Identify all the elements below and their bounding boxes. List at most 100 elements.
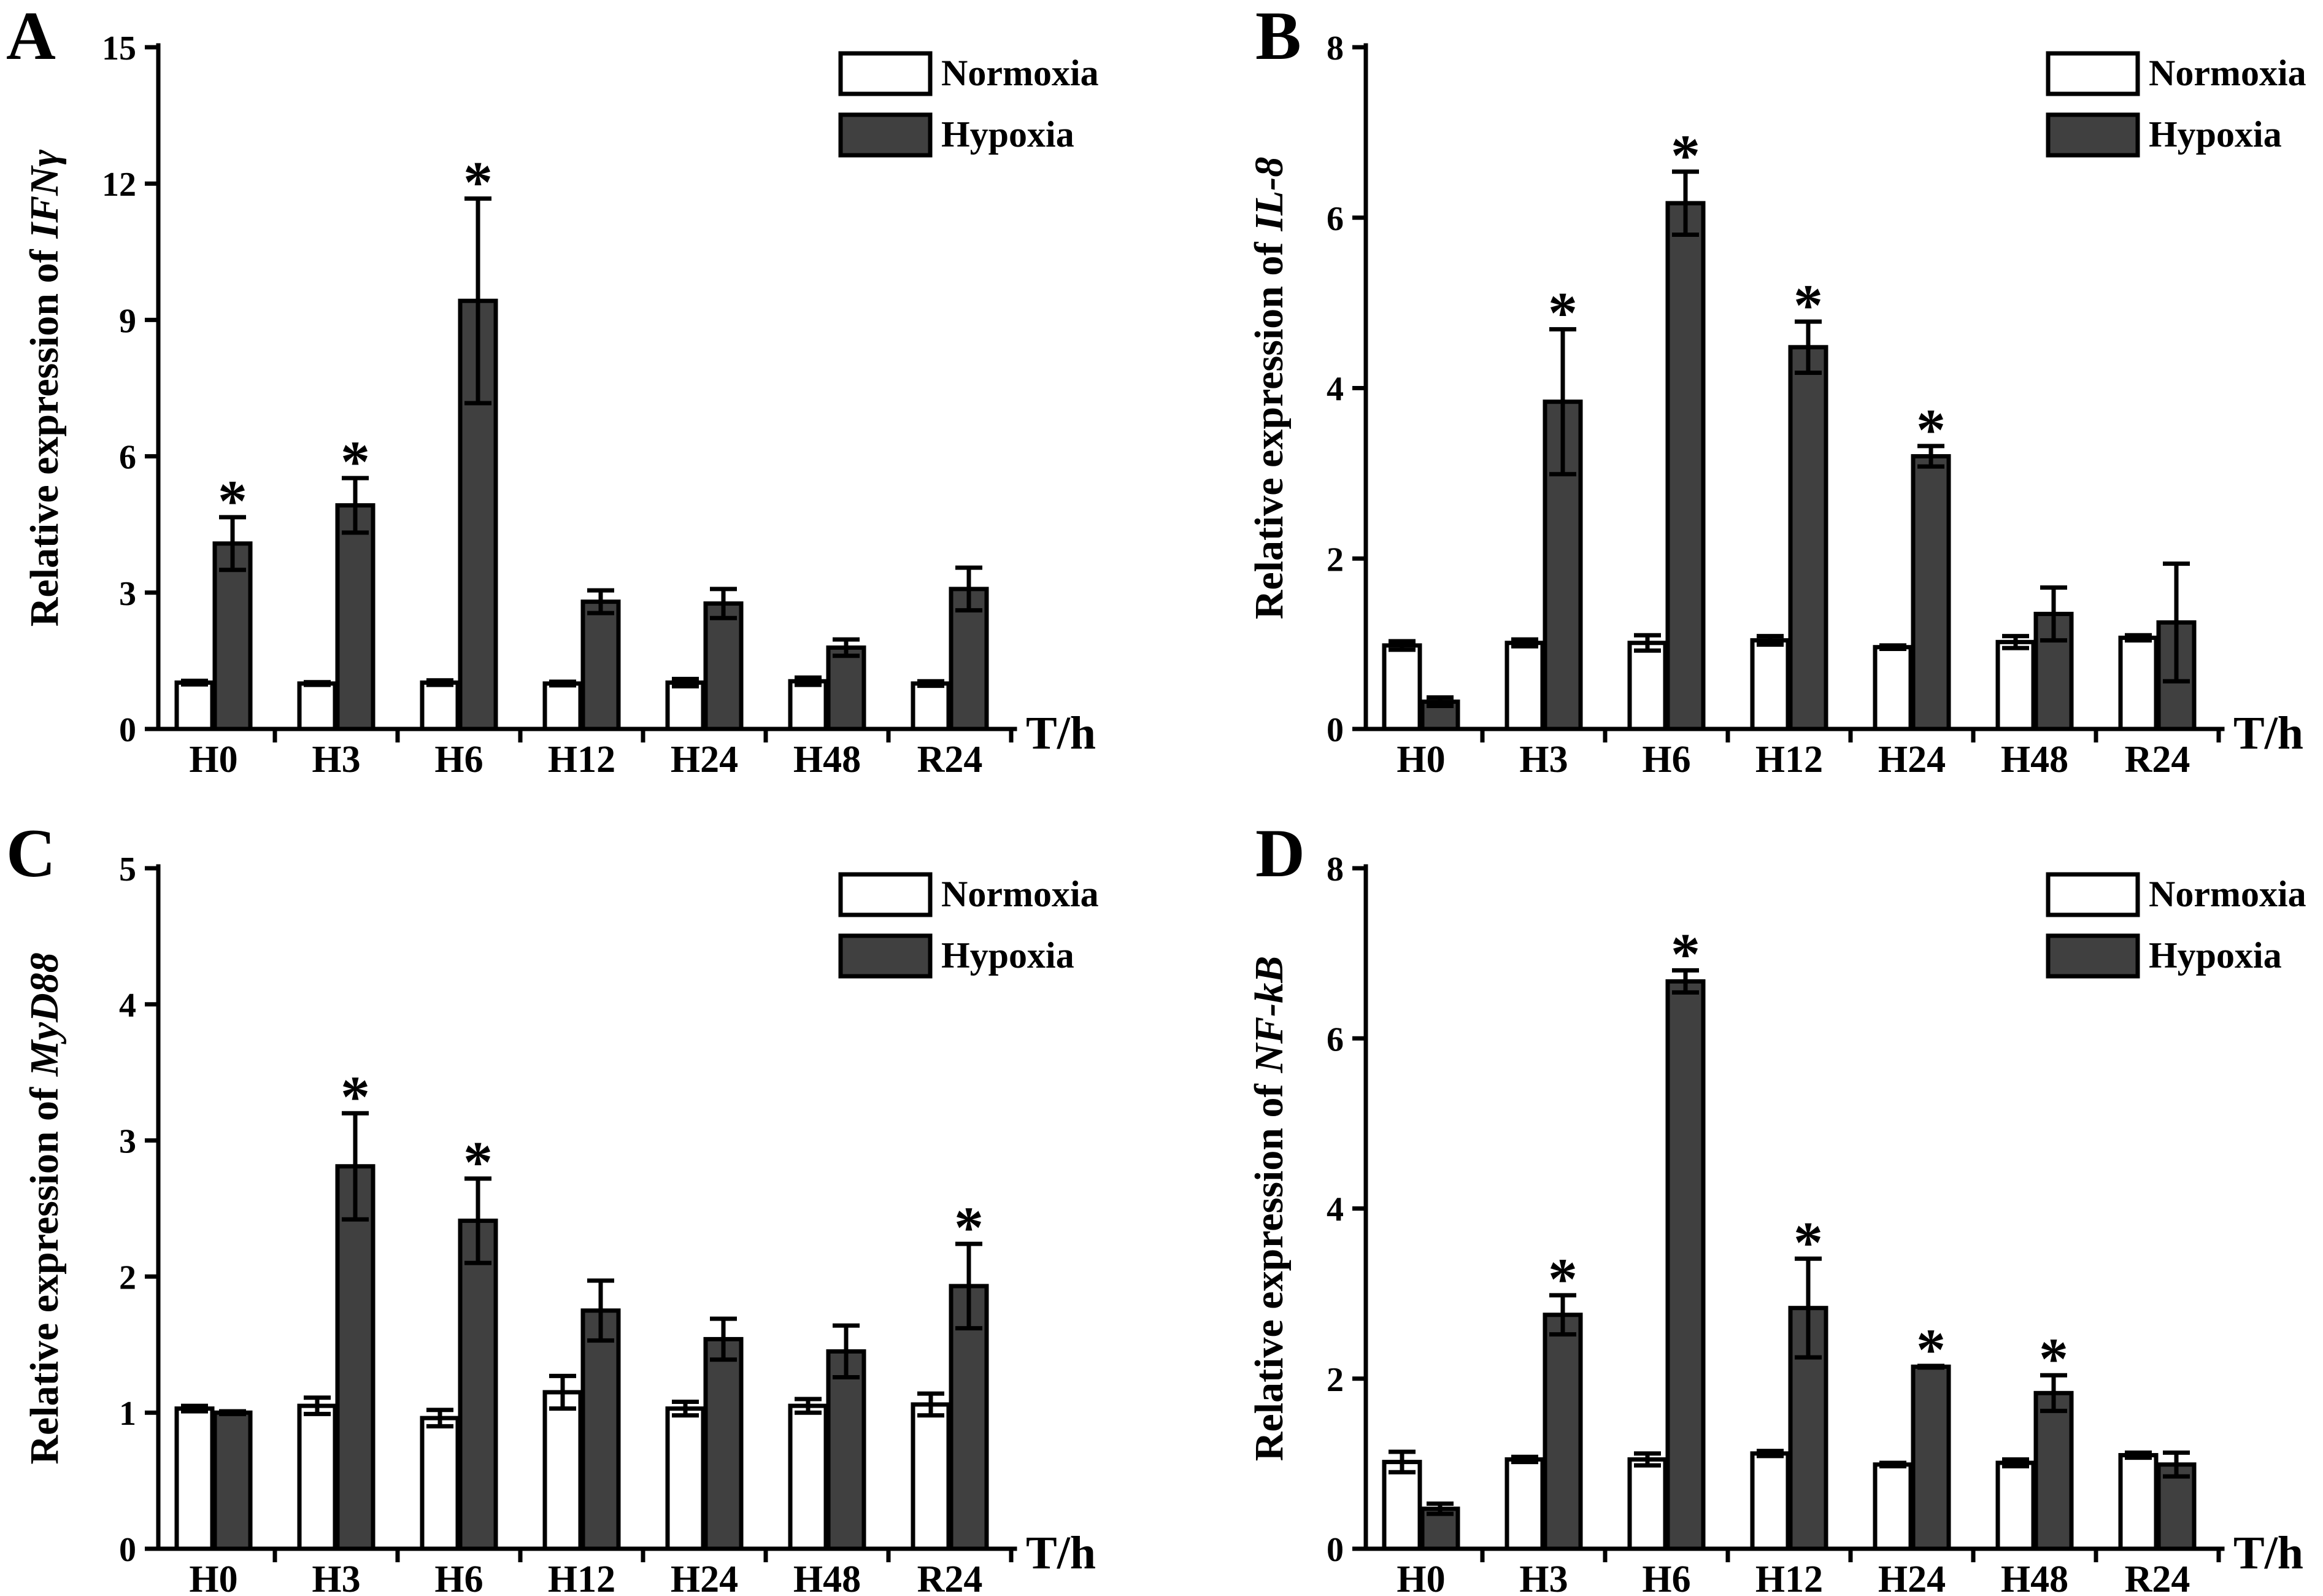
significance-asterisk-h3: * (341, 1064, 370, 1130)
legend-label-normoxia: Normoxia (2149, 53, 2306, 93)
significance-asterisk-h6: * (1671, 123, 1700, 188)
y-axis-label-prefix: Relative expression of (22, 249, 67, 627)
x-axis-label: T/h (1026, 1527, 1096, 1579)
y-tick-label: 2 (119, 1259, 136, 1297)
y-axis-label-gene: IFNγ (22, 149, 67, 239)
y-tick-label: 0 (119, 1531, 136, 1569)
bar-normoxia-h48 (788, 1403, 828, 1551)
legend: Normoxia Hypoxia (838, 872, 1099, 979)
legend-label-hypoxia: Hypoxia (2149, 114, 2282, 155)
x-tick-label-h12: H12 (548, 739, 615, 781)
bar-normoxia-h12 (1750, 638, 1790, 731)
bar-normoxia-h24 (1873, 645, 1913, 731)
panel-label: A (6, 0, 56, 74)
legend-swatch-hypoxia (2046, 933, 2140, 979)
bar-normoxia-h24 (665, 680, 706, 731)
x-tick-label-h48: H48 (2001, 1559, 2068, 1596)
x-tick-label-h0: H0 (1396, 739, 1445, 781)
y-tick-label: 6 (1327, 200, 1344, 238)
bar-normoxia-h6 (1627, 1457, 1668, 1551)
bar-hypoxia-h48 (826, 1349, 866, 1551)
legend-label-hypoxia: Hypoxia (941, 935, 1074, 976)
y-tick-label: 6 (1327, 1020, 1344, 1058)
bar-normoxia-h6 (1627, 641, 1668, 731)
x-tick-label-h6: H6 (434, 1559, 483, 1596)
y-tick-label: 15 (102, 29, 136, 67)
bar-normoxia-h0 (174, 680, 215, 731)
legend-label-hypoxia: Hypoxia (2149, 935, 2282, 976)
x-axis-label: T/h (2233, 1527, 2303, 1579)
bar-hypoxia-h24 (703, 601, 744, 731)
x-tick-label-h12: H12 (1755, 739, 1823, 781)
y-axis-label-gene: MyD88 (22, 952, 67, 1077)
bar-normoxia-h3 (297, 1403, 337, 1551)
y-tick-label: 9 (119, 302, 136, 340)
y-tick-label: 12 (102, 166, 136, 204)
x-tick-label-h3: H3 (312, 739, 360, 781)
bar-normoxia-h48 (1995, 639, 2036, 731)
significance-asterisk-h6: * (1671, 921, 1700, 987)
x-tick-label-h6: H6 (1642, 739, 1690, 781)
bar-hypoxia-h3 (1543, 1313, 1583, 1551)
bar-normoxia-h3 (1504, 1457, 1545, 1551)
significance-asterisk-h6: * (463, 150, 493, 215)
x-tick-label-h0: H0 (189, 739, 237, 781)
bar-normoxia-h0 (1382, 1460, 1422, 1551)
significance-asterisk-h0: * (218, 468, 247, 534)
y-tick-label: 1 (119, 1395, 136, 1433)
bar-normoxia-h12 (542, 1390, 583, 1551)
bar-hypoxia-h6 (458, 1218, 498, 1551)
y-tick-label: 3 (119, 1123, 136, 1161)
significance-asterisk-h48: * (2039, 1326, 2068, 1392)
bar-normoxia-h0 (1382, 643, 1422, 731)
x-axis-label: T/h (2233, 707, 2303, 759)
y-tick-label: 0 (1327, 1531, 1344, 1569)
x-axis-label: T/h (1026, 707, 1096, 759)
significance-asterisk-r24: * (954, 1195, 984, 1260)
legend-swatch-normoxia (2046, 872, 2140, 917)
legend-swatch-normoxia (838, 51, 933, 96)
significance-asterisk-h3: * (341, 429, 370, 495)
y-tick-label: 4 (1327, 371, 1344, 409)
y-tick-label: 5 (119, 850, 136, 889)
bar-normoxia-h6 (420, 680, 460, 731)
y-tick-label: 4 (1327, 1191, 1344, 1229)
bar-normoxia-h12 (1750, 1451, 1790, 1551)
bar-hypoxia-h24 (1911, 454, 1951, 731)
bar-hypoxia-h6 (1665, 979, 1706, 1551)
significance-asterisk-h12: * (1793, 272, 1823, 338)
y-axis-label-prefix: Relative expression of (1247, 242, 1292, 620)
bar-hypoxia-h12 (1788, 345, 1828, 731)
bar-normoxia-r24 (2118, 1453, 2159, 1551)
y-tick-label: 8 (1327, 29, 1344, 67)
bar-hypoxia-h48 (2033, 1390, 2074, 1551)
bar-normoxia-h24 (665, 1406, 706, 1551)
legend-swatch-normoxia (2046, 51, 2140, 96)
y-tick-label: 8 (1327, 850, 1344, 889)
legend: Normoxia Hypoxia (2046, 872, 2306, 979)
x-tick-label-h6: H6 (434, 739, 483, 781)
y-axis-label: Relative expression of IFNγ (22, 149, 67, 626)
significance-asterisk-h6: * (463, 1130, 493, 1195)
y-axis-label-prefix: Relative expression of (1247, 1083, 1292, 1461)
x-tick-label-h24: H24 (1878, 739, 1946, 781)
bar-normoxia-h0 (174, 1406, 215, 1551)
panel-a: A * H0 * H3 * H6 H12 H24 H48 R24 0 3 6 9 12 15 T/h Relativ… (6, 0, 1099, 781)
legend-label-hypoxia: Hypoxia (941, 114, 1074, 155)
bar-hypoxia-h3 (335, 1164, 376, 1551)
x-tick-label-h3: H3 (1519, 1559, 1568, 1596)
bar-normoxia-h6 (420, 1416, 460, 1551)
y-axis-label: Relative expression of NF-kB (1247, 956, 1292, 1461)
bar-normoxia-h3 (297, 681, 337, 731)
bar-normoxia-h48 (1995, 1460, 2036, 1551)
significance-asterisk-h24: * (1916, 397, 1946, 463)
x-tick-label-h6: H6 (1642, 1559, 1690, 1596)
panel-c: C H0 * H3 * H6 H12 H24 H48 * R24 0 1 2 3 4 5 T/h Relative … (6, 815, 1099, 1596)
bar-hypoxia-h6 (1665, 201, 1706, 731)
bar-hypoxia-h24 (703, 1336, 744, 1551)
x-tick-label-h0: H0 (189, 1559, 237, 1596)
y-tick-label: 6 (119, 439, 136, 477)
y-tick-label: 4 (119, 987, 136, 1025)
x-tick-label-h24: H24 (671, 1559, 738, 1596)
bar-normoxia-h48 (788, 679, 828, 731)
